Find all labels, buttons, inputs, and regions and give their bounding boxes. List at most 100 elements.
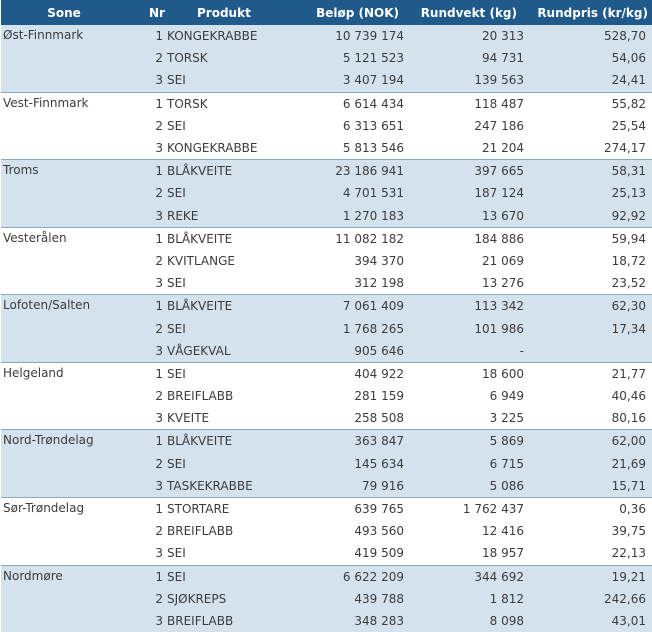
table-row: Vest-Finnmark 1 TORSK 6 614 434 118 487 55,82 [1,91,652,160]
table-row: 2 BREIFLABB 281 159 6 949 40,46 [1,385,652,408]
cell-rundvekt: 5 869 [409,429,529,453]
cell-nr: 2 [137,587,167,610]
cell-nr: 2 [137,385,167,408]
cell-rundpris: 23,52 [529,272,652,295]
cell-rundpris: 40,46 [529,385,652,408]
cell-belop: 258 508 [307,407,409,430]
cell-rundpris: 43,01 [529,609,652,632]
cell-rundpris: 17,34 [529,317,652,340]
cell-belop: 145 634 [307,452,409,475]
cell-nr: 1 [137,294,167,318]
cell-produkt: SEI [167,272,307,295]
cell-rundpris: 62,30 [529,294,652,318]
cell-rundvekt: 1 762 437 [409,496,529,521]
cell-rundvekt: 6 715 [409,452,529,475]
cell-rundpris: 21,77 [529,361,652,385]
table-row: 2 SEI 6 313 651 247 186 25,54 [1,114,652,137]
cell-produkt: BLÅKVEITE [167,294,307,318]
table-row: 2 KVITLANGE 394 370 21 069 18,72 [1,249,652,273]
cell-rundpris: 25,13 [529,182,652,205]
header-sone: Sone [1,0,137,25]
cell-rundvekt: 18 957 [409,542,529,565]
cell-rundvekt: 13 670 [409,204,529,228]
table-row: Nord-Trøndelag 1 BLÅKVEITE 363 847 5 869 62,0… [1,429,652,498]
cell-rundvekt: 5 086 [409,474,529,498]
cell-produkt: SEI [167,69,307,93]
cell-produkt: BLÅKVEITE [167,159,307,183]
cell-nr: 1 [137,159,167,183]
cell-rundpris: 55,82 [529,91,652,115]
cell-nr: 1 [137,25,167,48]
cell-produkt: SEI [167,452,307,475]
cell-produkt: BLÅKVEITE [167,226,307,250]
cell-produkt: VÅGEKVAL [167,339,307,363]
cell-nr: 2 [137,47,167,70]
cell-rundvekt: 20 313 [409,25,529,48]
cell-belop: 493 560 [307,520,409,543]
cell-rundpris: 0,36 [529,496,652,521]
cell-rundvekt: 6 949 [409,385,529,408]
cell-produkt: TORSK [167,47,307,70]
cell-produkt: KONGEKRABBE [167,136,307,160]
cell-rundvekt: 1 812 [409,587,529,610]
cell-belop: 23 186 941 [307,159,409,183]
cell-rundvekt: 12 416 [409,520,529,543]
cell-belop: 348 283 [307,609,409,632]
cell-belop: 6 313 651 [307,114,409,137]
cell-belop: 6 622 209 [307,564,409,588]
cell-belop: 6 614 434 [307,91,409,115]
header-rundvekt: Rundvekt (kg) [409,0,529,25]
table-row: 3 REKE 1 270 183 13 670 92,92 [1,204,652,228]
cell-nr: 3 [137,204,167,228]
cell-rundvekt: 8 098 [409,609,529,632]
cell-nr: 2 [137,182,167,205]
cell-rundpris: 22,13 [529,542,652,565]
cell-rundpris: 528,70 [529,25,652,48]
cell-rundvekt: 344 692 [409,564,529,588]
table-body: Øst-Finnmark 1 KONGEKRABBE 10 739 174 20 313… [1,25,652,632]
cell-produkt: SEI [167,361,307,385]
cell-belop: 5 121 523 [307,47,409,70]
header-rundpris: Rundpris (kr/kg) [529,0,652,25]
cell-rundpris: 39,75 [529,520,652,543]
cell-rundpris: 15,71 [529,474,652,498]
cell-belop: 1 768 265 [307,317,409,340]
cell-nr: 1 [137,496,167,521]
cell-belop: 363 847 [307,429,409,453]
cell-nr: 2 [137,249,167,273]
header-produkt: Produkt [167,0,307,25]
cell-belop: 439 788 [307,587,409,610]
cell-rundpris: 24,41 [529,69,652,93]
cell-produkt: TASKEKRABBE [167,474,307,498]
cell-produkt: REKE [167,204,307,228]
cell-nr: 2 [137,114,167,137]
cell-produkt: SEI [167,317,307,340]
header-nr: Nr [137,0,167,25]
header-belop: Beløp (NOK) [307,0,409,25]
cell-belop: 1 270 183 [307,204,409,228]
cell-nr: 3 [137,474,167,498]
cell-rundvekt: 3 225 [409,407,529,430]
cell-rundvekt: 187 124 [409,182,529,205]
table-row: 2 SJØKREPS 439 788 1 812 242,66 [1,587,652,610]
table-row: 2 SEI 4 701 531 187 124 25,13 [1,182,652,205]
table-row: 3 VÅGEKVAL 905 646- [1,339,652,363]
cell-rundvekt: 397 665 [409,159,529,183]
cell-nr: 3 [137,407,167,430]
cell-nr: 3 [137,542,167,565]
cell-rundpris: 58,31 [529,159,652,183]
table-row: Troms 1 BLÅKVEITE 23 186 941 397 665 58,31 [1,159,652,228]
cell-belop: 394 370 [307,249,409,273]
cell-rundvekt: 21 069 [409,249,529,273]
table-row: 2 BREIFLABB 493 560 12 416 39,75 [1,520,652,543]
cell-sone: Vest-Finnmark [1,91,137,160]
cell-rundvekt: 184 886 [409,226,529,250]
cell-sone: Nordmøre [1,564,137,632]
cell-nr: 1 [137,429,167,453]
cell-belop: 10 739 174 [307,25,409,48]
cell-rundpris: 21,69 [529,452,652,475]
cell-produkt: SEI [167,114,307,137]
cell-nr: 3 [137,136,167,160]
cell-rundpris: 54,06 [529,47,652,70]
cell-produkt: BLÅKVEITE [167,429,307,453]
